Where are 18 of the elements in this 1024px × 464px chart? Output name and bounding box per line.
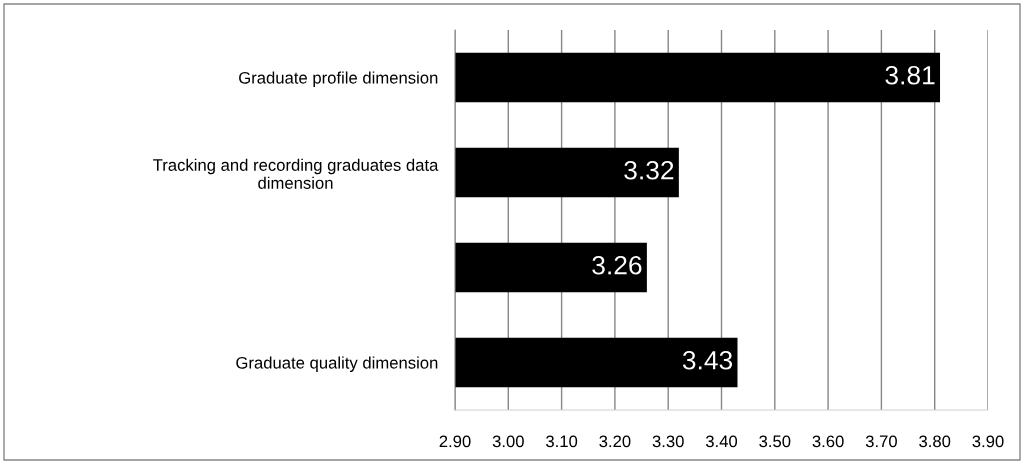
data-label: 3.26: [592, 255, 642, 275]
x-tick-label: 2.90: [439, 435, 471, 448]
y-tick-label: Graduate profile dimension: [239, 71, 438, 87]
y-tick-label: Tracking and recording graduates data dimension: [153, 158, 439, 189]
x-tick-label: 3.60: [812, 435, 844, 448]
x-tick-label: 3.10: [546, 435, 578, 448]
x-tick-label: 3.20: [599, 435, 631, 448]
x-tick-label: 3.80: [919, 435, 951, 448]
data-label: 3.81: [885, 65, 935, 85]
x-tick-label: 3.90: [972, 435, 1004, 448]
data-label: 3.43: [682, 350, 733, 370]
x-tick-label: 3.70: [865, 435, 897, 448]
x-tick-label: 3.40: [705, 435, 738, 448]
y-tick-label: Graduate quality dimension: [236, 356, 438, 372]
x-tick-label: 3.00: [492, 435, 524, 448]
data-label: 3.32: [624, 160, 674, 180]
x-tick-label: 3.30: [652, 435, 684, 448]
x-tick-label: 3.50: [759, 435, 791, 448]
